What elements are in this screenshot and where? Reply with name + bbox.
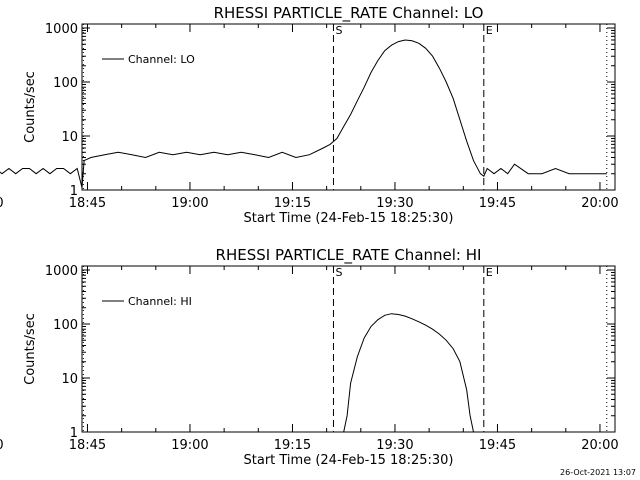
y-tick-label: 100 xyxy=(53,76,78,91)
x-tick-label: 18:45 xyxy=(69,438,106,453)
x-axis-label: Start Time (24-Feb-15 18:25:30) xyxy=(244,453,454,468)
y-tick-label: 10 xyxy=(61,130,78,145)
x-tick-label: 19:30 xyxy=(376,438,413,453)
footer-timestamp: 26-Oct-2021 13:07 xyxy=(560,468,636,477)
x-tick-label: 18:30 xyxy=(0,438,4,453)
chart-title: RHESSI PARTICLE_RATE Channel: LO xyxy=(214,4,484,23)
panel-lo: RHESSI PARTICLE_RATE Channel: LO 18:30 18:… xyxy=(0,4,619,226)
y-axis-label: Counts/sec xyxy=(23,313,38,385)
marker-label: E xyxy=(486,24,493,37)
y-tick-label: 1000 xyxy=(45,22,78,37)
x-tick-label: 18:45 xyxy=(69,196,106,211)
series-line xyxy=(0,39,607,188)
x-tick-label: 19:00 xyxy=(171,196,208,211)
panel-hi: RHESSI PARTICLE_RATE Channel: HI 18:30 18:… xyxy=(0,246,619,468)
series-line xyxy=(343,313,474,433)
x-tick-label: 18:30 xyxy=(0,196,4,211)
y-tick-label: 100 xyxy=(53,318,78,333)
chart-title: RHESSI PARTICLE_RATE Channel: HI xyxy=(216,246,482,265)
x-tick-label: 19:45 xyxy=(479,196,516,211)
x-tick-label: 19:30 xyxy=(376,196,413,211)
y-tick-label: 1000 xyxy=(45,264,78,279)
x-tick-label: 20:00 xyxy=(581,196,618,211)
marker-label: S xyxy=(335,24,342,37)
y-tick-label: 1 xyxy=(70,184,78,199)
legend-entry: Channel: HI xyxy=(128,295,192,308)
plot-frame xyxy=(81,265,616,433)
x-tick-label: 20:00 xyxy=(581,438,618,453)
plot-frame xyxy=(81,23,616,191)
x-tick-label: 19:00 xyxy=(171,438,208,453)
x-tick-label: 19:15 xyxy=(274,438,311,453)
y-tick-label: 1 xyxy=(70,426,78,441)
x-tick-label: 19:45 xyxy=(479,438,516,453)
x-axis-label: Start Time (24-Feb-15 18:25:30) xyxy=(244,211,454,226)
marker-label: S xyxy=(335,266,342,279)
y-axis-label: Counts/sec xyxy=(23,71,38,143)
y-tick-label: 10 xyxy=(61,372,78,387)
legend-entry: Channel: LO xyxy=(128,53,195,66)
marker-label: E xyxy=(486,266,493,279)
x-tick-label: 19:15 xyxy=(274,196,311,211)
